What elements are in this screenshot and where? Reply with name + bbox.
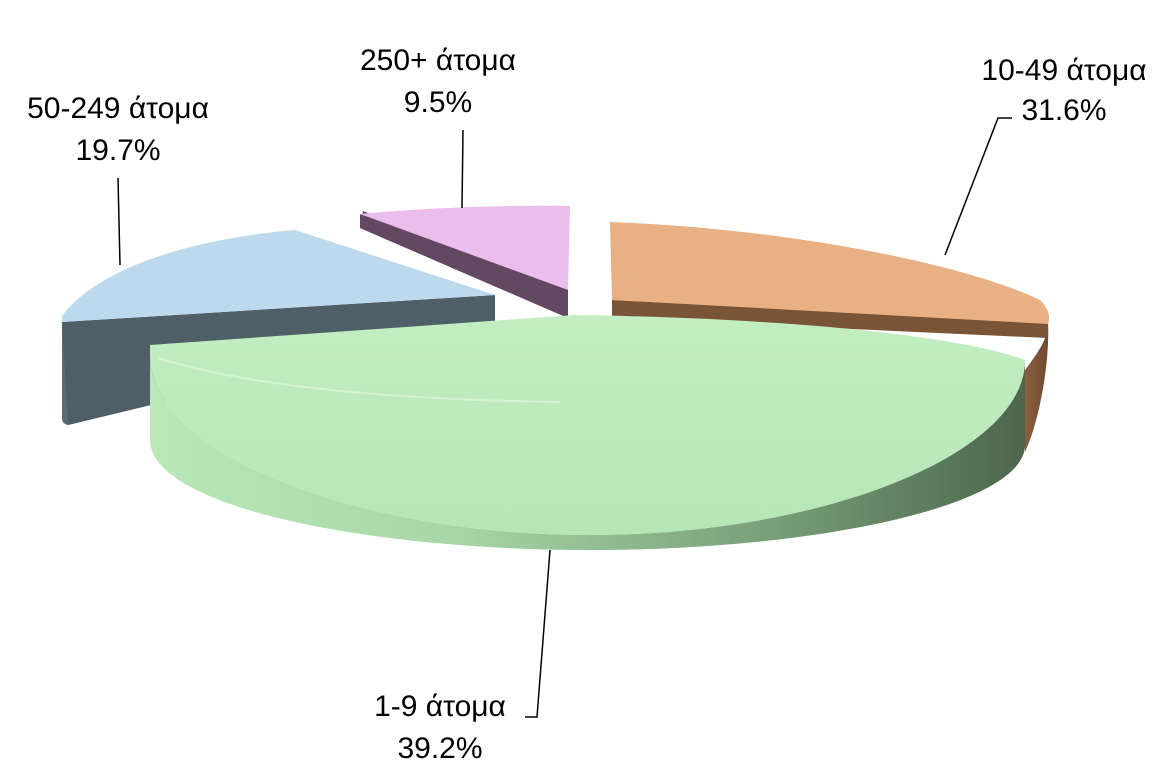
slice-1-9-top: [150, 315, 1025, 535]
label-1-9-name: 1-9 άτομα: [374, 690, 506, 723]
slice-10-49: [610, 222, 1050, 452]
label-250: 250+ άτομα 9.5%: [360, 44, 516, 119]
label-50-249-value: 19.7%: [75, 134, 160, 167]
label-50-249: 50-249 άτομα 19.7%: [27, 92, 209, 167]
leader-line-10-49: [944, 117, 1012, 256]
label-250-name: 250+ άτομα: [360, 44, 516, 77]
label-10-49: 10-49 άτομα 31.6%: [981, 54, 1146, 127]
label-1-9-value: 39.2%: [397, 732, 482, 765]
slice-10-49-top: [610, 222, 1050, 324]
slice-250: [360, 205, 570, 318]
label-250-value: 9.5%: [404, 86, 472, 119]
label-1-9: 1-9 άτομα 39.2%: [374, 690, 506, 765]
slice-1-9: [150, 315, 1025, 550]
leader-line-250: [461, 129, 464, 209]
slice-250-side-left: [360, 214, 568, 318]
slice-50-249-top: [62, 230, 495, 322]
slice-10-49-side: [1025, 322, 1049, 452]
leader-line-50-249: [117, 177, 121, 266]
leader-line-1-9: [525, 549, 551, 718]
label-50-249-name: 50-249 άτομα: [27, 92, 209, 125]
label-10-49-name: 10-49 άτομα: [981, 54, 1146, 87]
slice-250-top: [360, 205, 570, 290]
slice-10-49-cut-side: [612, 300, 1048, 338]
slice-1-9-rim-highlight: [157, 357, 561, 403]
label-10-49-value: 31.6%: [1021, 94, 1106, 127]
